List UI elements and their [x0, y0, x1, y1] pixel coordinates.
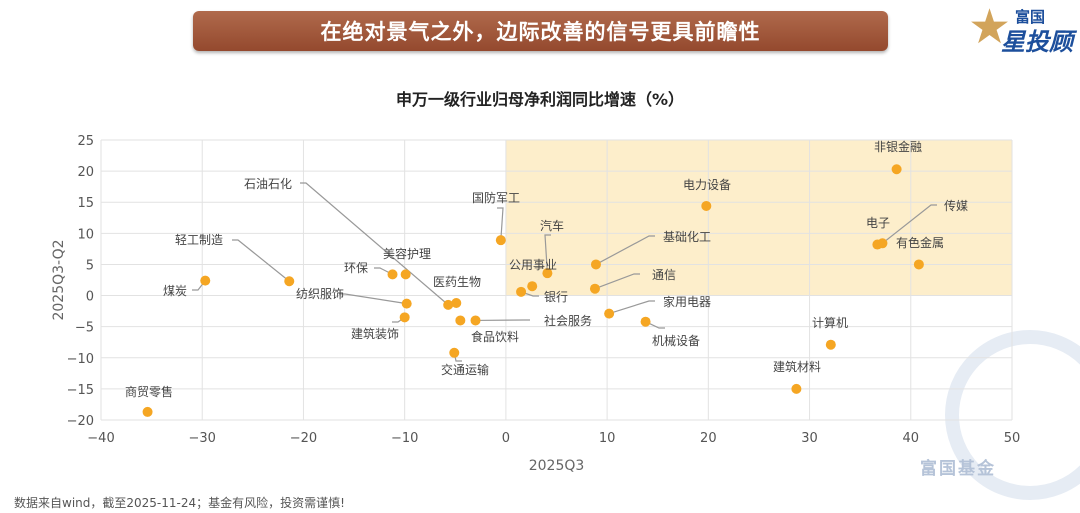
point-label: 食品饮料 — [471, 329, 519, 344]
data-point — [495, 235, 506, 246]
data-point — [825, 339, 836, 350]
point-label: 社会服务 — [544, 313, 592, 328]
y-tick-label: −15 — [67, 383, 94, 398]
data-point — [200, 275, 211, 286]
banner-title: 在绝对景气之外，边际改善的信号更具前瞻性 — [193, 11, 888, 51]
star-icon: ★ — [968, 0, 1012, 55]
point-label: 建筑装饰 — [351, 326, 399, 341]
leader-line — [300, 182, 449, 306]
leader-line — [339, 293, 407, 305]
y-axis-label: 2025Q3-Q2 — [51, 239, 67, 320]
y-tick-label: 10 — [77, 227, 94, 242]
y-tick-label: 5 — [86, 258, 94, 273]
point-label: 商贸零售 — [125, 384, 173, 399]
x-tick-label: −30 — [189, 431, 216, 446]
point-label: 电子 — [866, 216, 890, 230]
point-label: 汽车 — [540, 218, 564, 233]
data-point — [527, 281, 538, 292]
data-point — [470, 315, 481, 326]
data-point — [400, 269, 411, 280]
data-point — [284, 276, 295, 287]
x-tick-label: 0 — [502, 431, 510, 446]
data-point — [455, 315, 466, 326]
logo-text-top: 富国 — [1015, 8, 1046, 26]
logo: ★ 富国 星投顾 — [965, 0, 1080, 56]
point-label: 通信 — [652, 268, 676, 282]
data-point — [542, 268, 553, 279]
point-label: 公用事业 — [509, 258, 557, 272]
point-label: 纺织服饰 — [296, 287, 344, 301]
data-point — [590, 259, 601, 270]
data-point — [791, 383, 802, 394]
leader-line — [232, 239, 290, 282]
leader-line — [882, 204, 937, 244]
logo-text-main: 星投顾 — [1001, 28, 1073, 56]
data-point — [387, 269, 398, 280]
watermark-ring — [945, 330, 1080, 500]
data-point — [451, 298, 462, 309]
footer-note: 数据来自wind，截至2025-11-24；基金有风险，投资需谨慎! — [14, 496, 345, 510]
point-label: 环保 — [344, 261, 368, 275]
data-point — [891, 164, 902, 175]
data-point — [516, 286, 527, 297]
point-label: 计算机 — [812, 315, 848, 330]
data-point — [443, 299, 454, 310]
x-tick-label: −10 — [391, 431, 418, 446]
y-tick-label: 25 — [77, 134, 94, 149]
y-tick-label: −5 — [75, 321, 94, 336]
point-label: 医药生物 — [433, 275, 481, 289]
x-tick-label: 30 — [801, 431, 818, 446]
x-tick-label: 50 — [1004, 431, 1021, 446]
leader-line — [595, 235, 655, 265]
point-label: 建筑材料 — [773, 359, 821, 374]
highlight-region — [505, 140, 1012, 296]
data-point — [589, 283, 600, 294]
point-label: 美容护理 — [383, 246, 431, 261]
x-tick-label: 20 — [700, 431, 717, 446]
x-tick-label: 10 — [599, 431, 616, 446]
chart-title: 申万一级行业归母净利润同比增速（%） — [395, 90, 685, 109]
leader-line — [594, 273, 640, 290]
data-point — [142, 406, 153, 417]
data-point — [640, 316, 651, 327]
data-point — [913, 259, 924, 270]
watermark: 富国基金 — [920, 459, 996, 479]
point-label: 传媒 — [944, 198, 968, 213]
point-label: 机械设备 — [652, 333, 700, 348]
data-point — [401, 298, 412, 309]
x-tick-label: −40 — [87, 431, 114, 446]
point-label: 交通运输 — [441, 362, 489, 377]
y-tick-label: 0 — [86, 290, 94, 305]
point-label: 轻工制造 — [175, 233, 223, 247]
point-label: 电力设备 — [683, 178, 731, 192]
data-point — [877, 238, 888, 249]
leader-line — [497, 207, 504, 241]
y-tick-label: −10 — [67, 352, 94, 367]
y-tick-label: 15 — [77, 196, 94, 211]
y-tick-label: 20 — [77, 165, 94, 180]
point-label: 煤炭 — [163, 284, 187, 298]
leader-line — [608, 300, 655, 315]
x-tick-label: −20 — [290, 431, 317, 446]
point-label: 有色金属 — [896, 235, 944, 250]
y-tick-label: −20 — [67, 414, 94, 429]
point-label: 家用电器 — [663, 294, 711, 309]
point-label: 非银金融 — [874, 139, 922, 154]
data-point — [604, 308, 615, 319]
x-axis-label: 2025Q3 — [529, 458, 585, 474]
data-point — [399, 312, 410, 323]
point-label: 银行 — [544, 290, 568, 304]
data-point — [701, 200, 712, 211]
point-label: 国防军工 — [472, 190, 520, 205]
x-tick-label: 40 — [903, 431, 920, 446]
point-label: 石油石化 — [244, 177, 292, 191]
data-point — [449, 347, 460, 358]
leader-line — [544, 234, 551, 274]
point-label: 基础化工 — [663, 230, 711, 244]
